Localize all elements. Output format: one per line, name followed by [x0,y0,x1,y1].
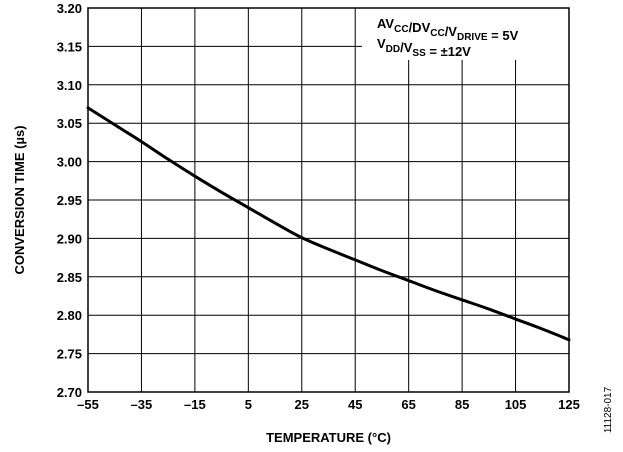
x-tick-label: –55 [77,397,99,412]
plot-frame [87,7,570,393]
x-tick-label: 125 [558,397,580,412]
y-tick-label: 2.80 [57,308,82,323]
x-tick-label: 105 [505,397,527,412]
y-tick-label: 3.05 [57,116,82,131]
series-layer [86,106,571,342]
annotation-line: AVCC/DVCC/VDRIVE = 5V [377,16,519,43]
y-tick-label: 2.85 [57,270,82,285]
y-tick-label: 2.90 [57,231,82,246]
y-tick-label: 3.00 [57,155,82,170]
y-tick-label: 2.70 [57,385,82,400]
y-tick-label: 2.95 [57,193,82,208]
x-axis-title: TEMPERATURE (°C) [266,430,391,445]
y-tick-label: 3.10 [57,78,82,93]
x-tick-label: 45 [348,397,362,412]
x-tick-label: 25 [295,397,309,412]
series-line [86,106,571,342]
x-tick-label: –35 [131,397,153,412]
y-tick-labels: 2.70 2.75 2.80 2.85 2.90 2.95 3.00 3.05 3.10 3.15… [57,1,82,400]
x-tick-label: –15 [184,397,206,412]
y-tick-label: 3.15 [57,39,82,54]
x-tick-label: 65 [401,397,415,412]
y-tick-label: 3.20 [57,1,82,16]
x-tick-labels: –55 –35 –15 5 25 45 65 85 105 125 [77,397,580,412]
x-tick-label: 85 [455,397,469,412]
grid [88,8,569,392]
annotation-line: VDD/VSS = ±12V [377,36,471,59]
y-axis-title: CONVERSION TIME (µs) [12,125,27,274]
figure-id: 11128-017 [603,386,614,433]
x-tick-label: 5 [245,397,252,412]
y-tick-label: 2.75 [57,347,82,362]
